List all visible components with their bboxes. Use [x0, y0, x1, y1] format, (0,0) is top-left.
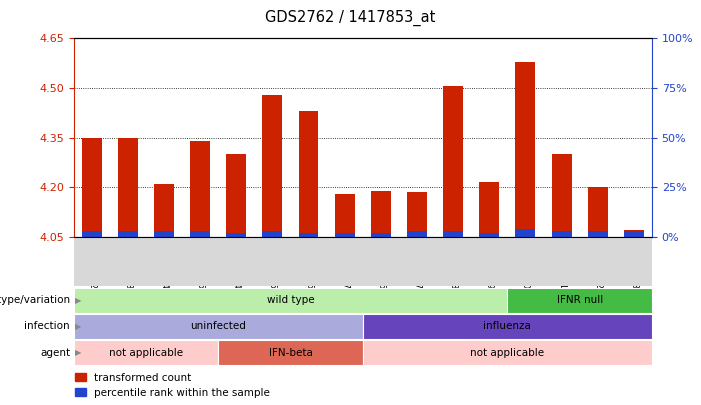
Bar — [154, 184, 174, 237]
Bar — [371, 233, 390, 237]
Bar — [552, 231, 571, 237]
Bar — [371, 191, 390, 237]
Text: IFNR null: IFNR null — [557, 295, 603, 305]
Text: influenza: influenza — [484, 322, 531, 331]
Bar — [479, 182, 499, 237]
Bar — [335, 194, 355, 237]
Bar — [82, 138, 102, 237]
Bar — [190, 141, 210, 237]
Bar — [335, 233, 355, 237]
Bar — [407, 231, 427, 237]
Bar — [515, 62, 536, 237]
Bar — [118, 231, 138, 237]
Bar — [299, 111, 318, 237]
Bar — [552, 154, 571, 237]
Bar — [443, 86, 463, 237]
Bar — [624, 231, 644, 237]
Legend: transformed count, percentile rank within the sample: transformed count, percentile rank withi… — [75, 373, 270, 398]
Text: wild type: wild type — [266, 295, 314, 305]
Bar — [479, 233, 499, 237]
Text: ▶: ▶ — [75, 322, 81, 331]
Text: ▶: ▶ — [75, 348, 81, 357]
Text: genotype/variation: genotype/variation — [0, 295, 70, 305]
Bar — [587, 231, 608, 237]
Bar — [190, 231, 210, 237]
Bar — [226, 154, 246, 237]
Text: not applicable: not applicable — [470, 348, 545, 358]
Bar — [299, 233, 318, 237]
Bar — [587, 187, 608, 237]
Bar — [262, 231, 283, 237]
Bar — [262, 95, 283, 237]
Bar — [624, 230, 644, 237]
Bar — [443, 231, 463, 237]
Text: uninfected: uninfected — [190, 322, 246, 331]
Text: GDS2762 / 1417853_at: GDS2762 / 1417853_at — [265, 10, 436, 26]
Bar — [154, 231, 174, 237]
Bar — [515, 229, 536, 237]
Text: IFN-beta: IFN-beta — [268, 348, 313, 358]
Text: infection: infection — [25, 322, 70, 331]
Bar — [82, 231, 102, 237]
Text: ▶: ▶ — [75, 296, 81, 305]
Bar — [407, 192, 427, 237]
Text: not applicable: not applicable — [109, 348, 183, 358]
Bar — [226, 233, 246, 237]
Bar — [118, 139, 138, 237]
Text: agent: agent — [40, 348, 70, 358]
